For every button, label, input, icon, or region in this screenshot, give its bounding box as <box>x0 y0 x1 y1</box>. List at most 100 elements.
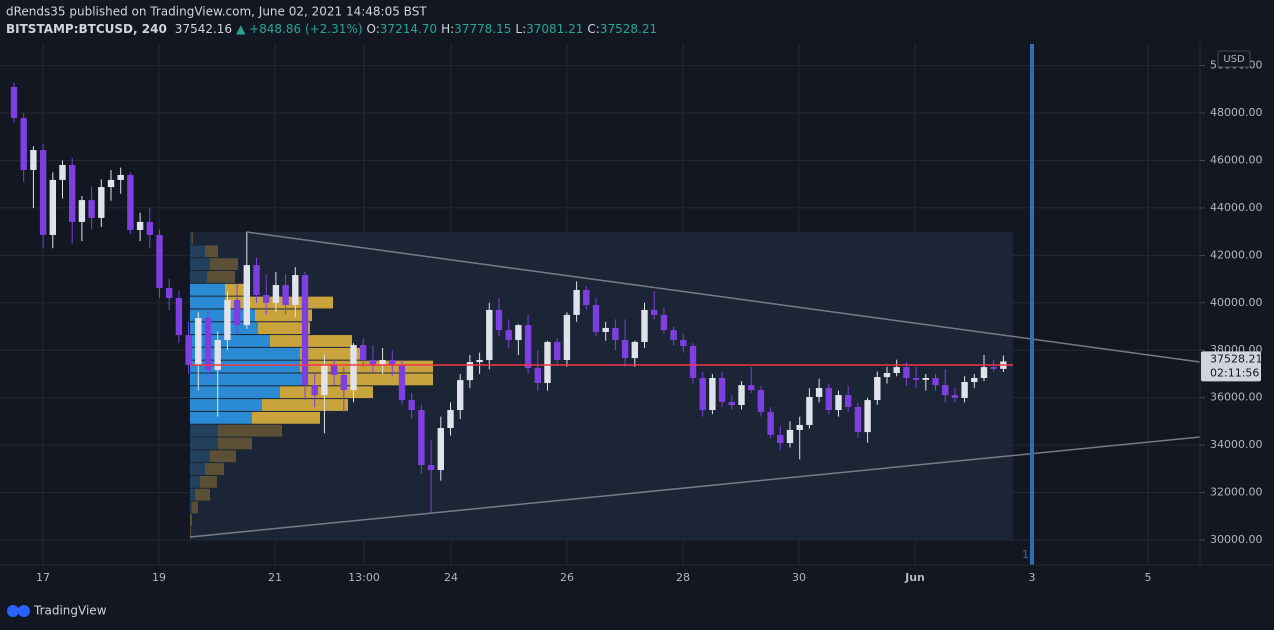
body <box>321 364 328 396</box>
body <box>592 304 600 332</box>
body <box>680 340 687 346</box>
body <box>10 86 18 119</box>
profile-up <box>190 501 192 514</box>
h: 37778.15 <box>454 22 511 36</box>
x-tick-label: 30 <box>792 571 806 584</box>
y-tick-label: 34000.00 <box>1210 438 1263 451</box>
profile-down <box>195 488 210 501</box>
body <box>437 428 444 471</box>
brand: TradingView <box>33 604 107 618</box>
body <box>728 401 735 406</box>
l: 37081.21 <box>526 22 583 36</box>
profile-down <box>210 450 236 463</box>
x-tick-label: 13:00 <box>348 571 380 584</box>
last: 37542.16 <box>175 22 232 36</box>
y-tick-label: 44000.00 <box>1210 201 1263 214</box>
profile-down <box>205 245 218 258</box>
body <box>224 299 231 341</box>
body <box>786 429 794 443</box>
body <box>612 327 619 341</box>
c: 37528.21 <box>600 22 657 36</box>
profile-up <box>190 399 262 411</box>
x-tick-label: 3 <box>1029 571 1036 584</box>
profile-up <box>190 373 305 386</box>
body <box>214 340 221 370</box>
body <box>602 327 609 332</box>
change: ▲ +848.86 (+2.31%) <box>236 22 362 36</box>
body <box>777 434 784 443</box>
body <box>146 221 153 235</box>
profile-down <box>210 258 238 271</box>
profile-down <box>300 360 433 373</box>
y-tick-label: 36000.00 <box>1210 391 1263 404</box>
body <box>631 341 638 359</box>
profile-down <box>252 411 320 424</box>
x-tick-label: 5 <box>1145 571 1152 584</box>
y-tick-label: 46000.00 <box>1210 153 1263 166</box>
body <box>369 359 377 365</box>
profile-down <box>190 514 192 527</box>
profile-up <box>190 283 225 296</box>
body <box>127 174 134 230</box>
body <box>951 395 959 398</box>
profile-down <box>218 424 282 437</box>
x-tick-label: 19 <box>152 571 166 584</box>
x-tick-label: 26 <box>560 571 574 584</box>
y-tick-label: 30000.00 <box>1210 533 1263 546</box>
symbol: BITSTAMP:BTCUSD, 240 <box>6 22 167 36</box>
body <box>534 368 541 383</box>
l-label: L: <box>515 22 526 36</box>
body <box>573 289 580 315</box>
body <box>379 359 386 365</box>
trendline-upper <box>246 231 1201 363</box>
body <box>563 314 571 360</box>
profile-up <box>190 360 300 373</box>
body <box>922 377 929 380</box>
x-tick-label: 28 <box>676 571 690 584</box>
body <box>651 309 658 315</box>
body <box>583 289 590 305</box>
y-tick-label: 42000.00 <box>1210 248 1263 261</box>
body <box>893 367 900 374</box>
time-axis: 17 19 21 13:00 24 26 28 30 Jun 3 5 <box>36 571 1152 584</box>
body <box>136 221 144 230</box>
body <box>932 377 939 386</box>
profile-up <box>190 450 210 463</box>
body <box>864 400 871 433</box>
profile-down <box>205 463 224 475</box>
body <box>748 385 755 391</box>
body <box>78 200 86 222</box>
profile-down <box>207 271 235 283</box>
body <box>466 362 474 381</box>
body <box>495 309 503 331</box>
body <box>156 234 163 289</box>
price-text: 37528.21 <box>1210 352 1263 365</box>
body <box>340 374 347 391</box>
profile-up <box>190 335 270 347</box>
body <box>49 179 56 235</box>
price-box <box>1201 351 1261 382</box>
profile-down <box>305 373 433 386</box>
profile-down <box>255 309 312 322</box>
currency-badge <box>1217 50 1251 68</box>
body <box>796 424 803 430</box>
profile-up <box>190 437 218 450</box>
body <box>204 317 212 370</box>
body <box>903 367 910 378</box>
currency: USD <box>1223 54 1245 65</box>
body <box>854 406 862 433</box>
body <box>59 164 66 180</box>
profile-down <box>200 475 217 488</box>
body <box>166 288 173 299</box>
profile-up <box>190 347 300 360</box>
body <box>301 275 309 386</box>
symbol-line: BITSTAMP:BTCUSD, 240 37542.16 ▲ +848.86 (+… <box>6 22 657 36</box>
body <box>883 373 891 378</box>
body <box>175 298 183 336</box>
profile-up <box>190 271 207 283</box>
body <box>243 265 250 326</box>
body <box>350 345 357 391</box>
body <box>389 359 396 365</box>
